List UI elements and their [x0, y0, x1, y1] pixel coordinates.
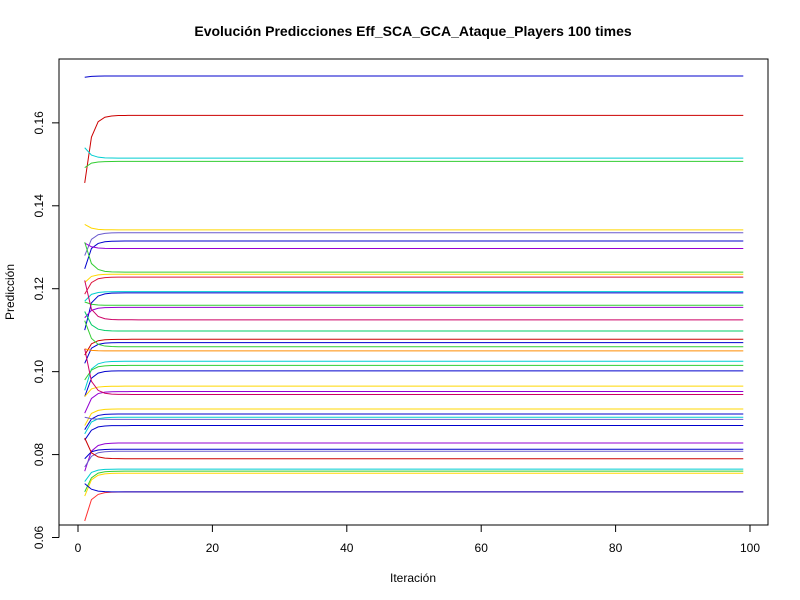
- series-line: [84, 348, 744, 395]
- series-line: [84, 301, 744, 306]
- series-line: [84, 276, 744, 295]
- series-line: [84, 437, 744, 460]
- series-line: [84, 320, 744, 348]
- x-tick-label: 20: [206, 541, 220, 555]
- series-line: [84, 391, 744, 414]
- series-line: [84, 242, 744, 249]
- series-line: [84, 114, 744, 184]
- series-line: [84, 338, 744, 356]
- series-line: [84, 385, 744, 397]
- y-tick-label: 0.10: [32, 360, 46, 384]
- y-tick-label: 0.12: [32, 277, 46, 301]
- series-line: [84, 450, 744, 468]
- series-line: [84, 370, 744, 397]
- x-tick-label: 100: [740, 541, 760, 555]
- series-line: [84, 348, 744, 352]
- chart-title: Evolución Predicciones Eff_SCA_GCA_Ataqu…: [194, 23, 631, 39]
- series-line: [84, 416, 744, 420]
- y-axis: 0.06 0.08 0.10 0.12 0.14 0.16: [32, 111, 60, 550]
- series-line: [84, 448, 744, 460]
- series-line: [84, 147, 744, 159]
- series-line: [84, 468, 744, 482]
- series-line: [84, 416, 744, 435]
- series-line: [84, 306, 744, 319]
- series-line: [84, 291, 744, 302]
- series-line: [84, 413, 744, 430]
- x-tick-label: 0: [75, 541, 82, 555]
- series-line: [84, 232, 744, 256]
- series-line: [84, 364, 744, 381]
- series-line: [84, 224, 744, 231]
- x-axis: 0 20 40 60 80 100: [75, 524, 760, 555]
- y-tick-label: 0.14: [32, 194, 46, 218]
- series-line: [84, 442, 744, 472]
- x-tick-label: 40: [340, 541, 354, 555]
- series-line: [84, 360, 744, 391]
- series-line: [84, 472, 744, 497]
- series-line: [84, 311, 744, 332]
- series-line: [84, 292, 744, 331]
- series-line: [84, 425, 744, 441]
- series-layer: [84, 75, 744, 522]
- y-tick-label: 0.16: [32, 111, 46, 135]
- series-line: [84, 75, 744, 78]
- x-tick-label: 80: [609, 541, 623, 555]
- series-line: [84, 240, 744, 269]
- series-line: [84, 491, 744, 522]
- series-line: [84, 408, 744, 426]
- series-line: [84, 483, 744, 493]
- y-tick-label: 0.06: [32, 526, 46, 550]
- series-line: [84, 470, 744, 493]
- series-line: [84, 342, 744, 364]
- series-line: [84, 273, 744, 283]
- y-tick-label: 0.08: [32, 443, 46, 467]
- x-axis-label: Iteración: [390, 571, 436, 585]
- series-line: [84, 280, 744, 321]
- series-line: [84, 242, 744, 273]
- y-axis-label: Predicción: [3, 264, 17, 320]
- series-line: [84, 160, 744, 169]
- x-tick-label: 60: [475, 541, 489, 555]
